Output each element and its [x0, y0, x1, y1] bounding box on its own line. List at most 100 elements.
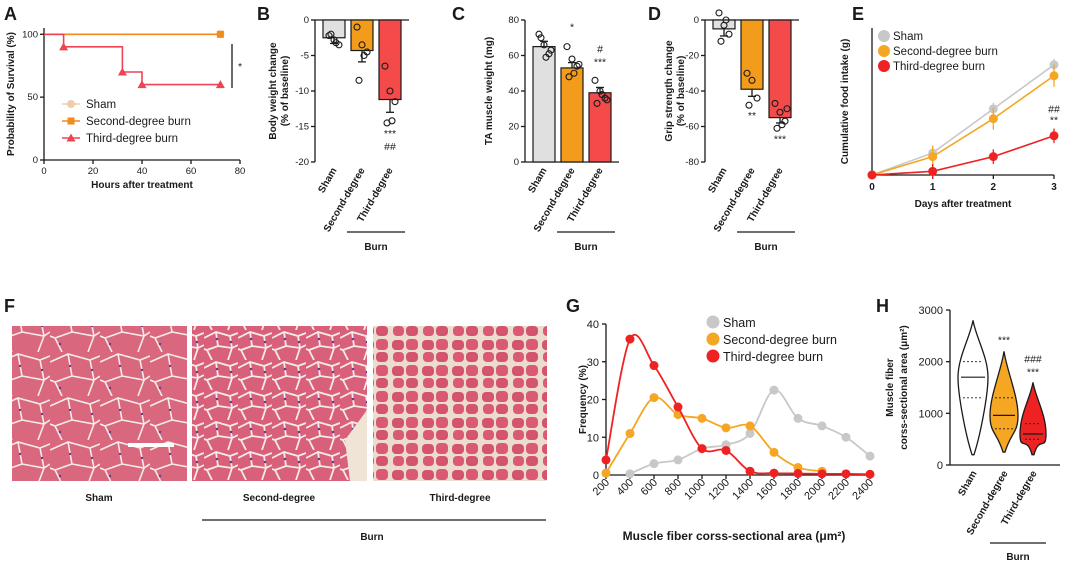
d-bar-2 [740, 19, 764, 90]
d-y-tick-label: -60 [685, 122, 699, 133]
chart-a: 0 50 100 0 20 40 60 80 Hours after treatment Prob… [6, 28, 245, 191]
panel-label-g: G [566, 296, 580, 316]
c-data-point [542, 53, 550, 61]
g-series-point-1 [769, 385, 779, 395]
b-data-point [355, 76, 363, 84]
histology-image-sham [12, 326, 187, 481]
g-x-tick-label: 1400 [730, 477, 756, 503]
histology-group-label: Burn [360, 532, 383, 543]
b-data-point [386, 87, 394, 95]
b-category-label-1: Sham [316, 166, 339, 195]
chart-b: 0 -5 -10 -15 -20 Body weight change(% of base… [268, 15, 409, 253]
panel-label-a: A [4, 4, 17, 24]
g-legend-label-2: Second-degree burn [723, 333, 837, 347]
d-y-tick-label: -20 [685, 51, 699, 62]
h-y-tick-label: 0 [937, 460, 943, 472]
g-series-point-3 [721, 445, 731, 455]
c-y-tick-label: 0 [514, 157, 519, 168]
c-y-tick-label: 80 [508, 15, 519, 26]
a-legend-label-3: Third-degree burn [86, 133, 178, 145]
d-data-point [745, 101, 753, 109]
histology-label-sham: Sham [85, 493, 112, 504]
c-data-point [563, 43, 571, 51]
a-x-tick-label: 20 [88, 166, 99, 177]
a-series-point-2 [216, 30, 224, 38]
g-x-tick-label: 800 [663, 477, 684, 498]
b-y-tick-label: 0 [304, 15, 309, 26]
b-data-point [332, 39, 340, 47]
e-series-point-3 [988, 152, 998, 162]
e-sig-label-2: ** [1050, 115, 1058, 127]
c-sig-label-2-line-1: * [570, 22, 574, 34]
a-y-tick-label: 50 [27, 92, 38, 103]
g-series-point-3 [865, 469, 875, 479]
h-sig-label-3: ### *** [1024, 353, 1042, 378]
c-data-point [535, 30, 543, 38]
e-series-point-3 [928, 166, 938, 176]
a-series-point-3 [137, 80, 147, 89]
b-y-tick-label: -5 [301, 51, 309, 62]
panel-label-d: D [648, 4, 661, 24]
panel-label-h: H [876, 296, 889, 316]
g-series-point-3 [769, 468, 779, 478]
c-sig-label-3-line-2: *** [594, 56, 606, 68]
a-series-point-3 [117, 67, 127, 76]
g-series-point-3 [697, 444, 707, 454]
b-data-point [353, 23, 361, 31]
b-group-label: Burn [364, 242, 387, 253]
e-series-point-2 [928, 152, 938, 162]
b-y-label: Body weight change(% of baseline) [268, 42, 291, 140]
e-series-point-2 [988, 114, 998, 124]
d-data-point [776, 108, 784, 116]
g-legend-marker-3 [706, 349, 720, 363]
c-sig-label-3-line-1: # [597, 43, 603, 55]
b-data-point [358, 41, 366, 49]
g-legend-marker-2 [706, 332, 720, 346]
g-x-tick-label: 400 [615, 477, 636, 498]
b-data-point [360, 51, 368, 60]
h-sig-label-3-line-2: *** [1027, 366, 1039, 378]
g-series-point-3 [793, 468, 803, 478]
h-y-tick-label: 2000 [919, 357, 943, 369]
e-x-tick-label: 0 [869, 182, 875, 193]
a-y-tick-label: 0 [33, 155, 38, 166]
g-series-point-1 [625, 469, 635, 479]
h-y-label-line-2: corss-sectional area (μm²) [899, 325, 910, 450]
g-series-point-1 [817, 421, 827, 431]
e-x-tick-label: 3 [1051, 182, 1057, 193]
g-series-point-3 [625, 334, 635, 344]
b-data-point [327, 30, 335, 38]
e-series-line-1 [871, 64, 1055, 176]
h-violin-2 [989, 351, 1019, 453]
a-legend-marker-1 [67, 100, 75, 108]
c-data-point [565, 73, 573, 81]
g-x-tick-label: 600 [639, 477, 660, 498]
d-y-label: Grip strength change(% of baseline) [664, 40, 687, 142]
a-x-tick-label: 0 [41, 166, 46, 177]
chart-d: 0 -20 -40 -60 -80 Grip strength change(% of b… [664, 9, 799, 253]
g-x-tick-label: 1000 [682, 477, 708, 503]
g-series-point-3 [601, 455, 611, 465]
b-sig-label-3: *** ## [384, 128, 396, 153]
c-data-point [575, 60, 583, 68]
g-series-point-2 [601, 468, 611, 478]
c-sig-label-3: # *** [594, 43, 606, 68]
h-violin-1 [957, 320, 989, 456]
g-y-tick-label: 20 [587, 395, 599, 407]
b-data-point [325, 32, 333, 40]
b-y-tick-label: -10 [295, 86, 309, 97]
b-data-point [388, 117, 396, 125]
c-data-point [568, 55, 576, 63]
b-y-tick-label: -15 [295, 122, 309, 133]
c-data-point [596, 87, 604, 95]
d-y-label-line-2: (% of baseline) [676, 56, 687, 127]
e-sig-label-1: ## [1048, 104, 1060, 116]
g-x-tick-label: 1600 [754, 477, 780, 503]
g-legend-label-3: Third-degree burn [723, 350, 823, 364]
a-series-line-3 [44, 33, 221, 86]
c-data-point [547, 46, 555, 54]
histology-label-third-degree: Third-degree [429, 493, 491, 504]
g-x-tick-label: 2400 [850, 477, 876, 503]
c-data-point [570, 69, 578, 77]
